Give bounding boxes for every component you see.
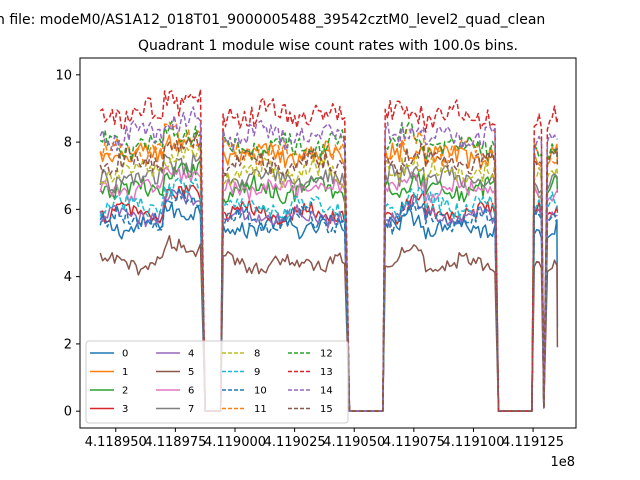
x-tick-label: 4.119100 xyxy=(442,435,504,450)
series-line-5 xyxy=(99,235,559,412)
legend-label-9: 9 xyxy=(254,367,260,378)
chart-title: Quadrant 1 module wise count rates with … xyxy=(138,38,518,54)
legend-label-0: 0 xyxy=(122,349,128,360)
series-line-15 xyxy=(99,131,559,412)
legend-label-7: 7 xyxy=(188,404,194,415)
legend-label-13: 13 xyxy=(320,367,333,378)
y-tick-label: 8 xyxy=(64,136,72,151)
y-tick-label: 6 xyxy=(64,203,72,218)
legend-label-5: 5 xyxy=(188,367,194,378)
x-tick-label: 4.119075 xyxy=(383,435,445,450)
x-tick-label: 4.119125 xyxy=(502,435,564,450)
series-line-9 xyxy=(99,176,559,412)
x-tick-label: 4.119025 xyxy=(264,435,326,450)
series-line-8 xyxy=(100,139,559,412)
legend-label-6: 6 xyxy=(188,386,194,397)
x-axis: 4.1189504.1189754.1190004.1190254.119050… xyxy=(85,428,564,450)
series-layer xyxy=(99,88,559,412)
x-tick-label: 4.118950 xyxy=(85,435,147,450)
legend-label-10: 10 xyxy=(254,386,267,397)
legend-label-2: 2 xyxy=(122,386,128,397)
y-tick-label: 10 xyxy=(55,68,72,83)
axes-frame xyxy=(79,57,577,429)
x-tick-label: 4.118975 xyxy=(144,435,206,450)
x-tick-label: 4.119000 xyxy=(204,435,266,450)
series-line-2 xyxy=(99,159,559,412)
series-line-13 xyxy=(99,88,559,412)
y-tick-label: 2 xyxy=(64,337,72,352)
y-tick-label: 0 xyxy=(64,405,72,420)
y-axis: 0 2 4 6 8 10 xyxy=(55,68,80,420)
legend-label-14: 14 xyxy=(320,386,333,397)
legend-label-15: 15 xyxy=(320,404,333,415)
legend-label-3: 3 xyxy=(122,404,128,415)
legend-label-8: 8 xyxy=(254,349,260,360)
legend-frame xyxy=(85,340,349,424)
series-line-14 xyxy=(99,106,558,412)
x-tick-label: 4.119050 xyxy=(323,435,385,450)
figure-suptitle: n file: modeM0/AS1A12_018T01_9000005488_… xyxy=(0,12,545,28)
y-tick-label: 4 xyxy=(64,270,72,285)
legend-label-12: 12 xyxy=(320,349,333,360)
legend-label-11: 11 xyxy=(254,404,267,415)
legend-label-1: 1 xyxy=(122,367,128,378)
plot-area xyxy=(79,57,577,429)
legend-label-4: 4 xyxy=(188,349,194,360)
x-axis-offset-label: 1e8 xyxy=(550,455,575,470)
